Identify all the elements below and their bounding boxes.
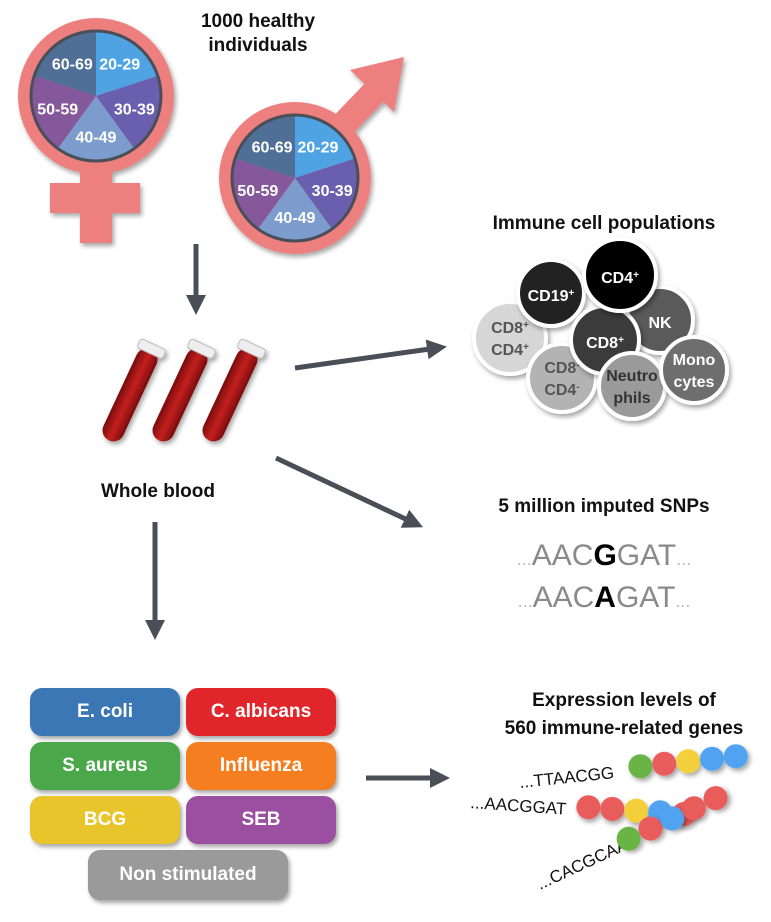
- title-line-2: individuals: [208, 35, 307, 56]
- stimulus-e-coli: E. coli: [30, 688, 180, 736]
- male-pie-label: 40-49: [275, 210, 316, 227]
- snp-row: ...AACAGAT...: [518, 581, 691, 614]
- female-pie-slice-50-59: [30, 75, 96, 149]
- cell-label: CD4-: [544, 382, 579, 400]
- cell-circle: [516, 258, 586, 328]
- gene-sequence: ...CACGCAA: [534, 835, 632, 894]
- male-age-pie: 20-29 30-39 40-49 50-59 60-69: [230, 113, 360, 243]
- flow-arrows: [145, 244, 450, 788]
- expression-bead: [576, 795, 601, 820]
- gene-sequence: ...TTAACGG: [518, 763, 615, 792]
- cell-label: CD19+: [528, 288, 575, 306]
- expression-title-line-1: Expression levels of: [532, 690, 716, 711]
- male-pie-border: [230, 113, 360, 243]
- stimulus-influenza: Influenza: [186, 742, 336, 790]
- snp-row: ...AACGGAT...: [517, 539, 692, 572]
- cell-label: phils: [613, 390, 650, 407]
- cell-label: cytes: [674, 374, 715, 391]
- stimulus-non-stimulated: Non stimulated: [88, 850, 288, 900]
- stimulus-bcg: BCG: [30, 796, 180, 844]
- male-pie-slice-50-59: [232, 158, 295, 229]
- expression-bead: [624, 798, 649, 823]
- expression-bead: [638, 816, 663, 841]
- male-pie-slice-30-39: [295, 158, 358, 229]
- cell-label: CD4+: [601, 270, 639, 288]
- arrow-to-cells: [294, 339, 447, 371]
- male-pie-slice-60-69: [235, 115, 295, 178]
- male-pie-slice-20-29: [295, 115, 355, 178]
- female-pie-slice-30-39: [96, 75, 162, 149]
- stimulus-seb: SEB: [186, 796, 336, 844]
- cell-circle: [597, 351, 667, 421]
- cell-label: NK: [648, 315, 672, 332]
- gene-sequence: ...AACGGAT: [470, 793, 567, 819]
- cell-7: CD4+: [582, 237, 658, 313]
- cell-label: CD8-: [544, 360, 579, 378]
- arrow-to-snps: [274, 455, 424, 528]
- female-pie-label: 30-39: [114, 101, 155, 118]
- immune-cells-title: Immune cell populations: [493, 213, 716, 234]
- cell-3: CD19+: [516, 258, 586, 328]
- cell-label: CD8+: [586, 335, 624, 353]
- cell-6: Mono cytes: [659, 335, 729, 405]
- expression-bead: [723, 744, 748, 769]
- cell-5: Neutro phils: [597, 351, 667, 421]
- male-pie-label: 30-39: [312, 183, 353, 200]
- gene-strand: ...TTAACGG: [518, 744, 748, 792]
- stimulus-c-albicans: C. albicans: [186, 688, 336, 736]
- cell-label: Mono: [673, 352, 716, 369]
- expression-bead: [652, 751, 677, 776]
- snp-sequences: ...AACGGAT... ...AACAGAT...: [517, 539, 692, 614]
- expression-bead: [676, 749, 701, 774]
- female-pie-label: 40-49: [76, 129, 117, 146]
- expression-bead: [660, 806, 685, 831]
- expression-bead: [699, 746, 724, 771]
- female-pie-slice-20-29: [96, 31, 158, 96]
- expression-bead: [681, 796, 706, 821]
- expression-bead: [600, 796, 625, 821]
- cell-circle: [659, 335, 729, 405]
- snp-title: 5 million imputed SNPs: [498, 496, 709, 517]
- stimulus-s-aureus: S. aureus: [30, 742, 180, 790]
- female-pie-label: 60-69: [52, 56, 93, 73]
- title-line-1: 1000 healthy: [201, 11, 315, 32]
- female-pie-label: 50-59: [37, 101, 78, 118]
- female-pie-slice-60-69: [34, 31, 96, 96]
- snp-allele: G: [593, 539, 616, 572]
- gene-expression-strands: ...TTAACGG...AACGGAT ...CACGCAA: [470, 744, 748, 894]
- expression-bead: [628, 754, 653, 779]
- cell-label: CD4+: [491, 342, 529, 360]
- cell-label: CD8+: [491, 320, 529, 338]
- male-pie-label: 20-29: [297, 139, 338, 156]
- cell-0: CD8+ CD4+: [472, 300, 548, 376]
- female-age-pie: 20-29 30-39 40-49 50-59 60-69: [29, 29, 163, 163]
- male-pie-slice-40-49: [257, 178, 333, 241]
- cell-circle: [472, 300, 548, 376]
- female-pie-label: 20-29: [99, 56, 140, 73]
- female-pie-slice-40-49: [57, 96, 135, 162]
- cell-label: Neutro: [606, 368, 658, 385]
- cell-circle: [582, 237, 658, 313]
- expression-title-line-2: 560 immune-related genes: [505, 718, 744, 739]
- expression-bead: [703, 786, 728, 811]
- expression-bead: [616, 826, 641, 851]
- male-pie-label: 60-69: [252, 139, 293, 156]
- snp-allele: A: [594, 581, 616, 614]
- blood-tubes-icon: [102, 338, 266, 442]
- immune-cell-cluster: CD8+ CD4+ CD8- CD4- NK CD19+ CD8+ Neutro phils Mo…: [472, 237, 729, 421]
- whole-blood-label: Whole blood: [101, 481, 215, 502]
- male-pie-label: 50-59: [237, 183, 278, 200]
- female-pie-border: [29, 29, 163, 163]
